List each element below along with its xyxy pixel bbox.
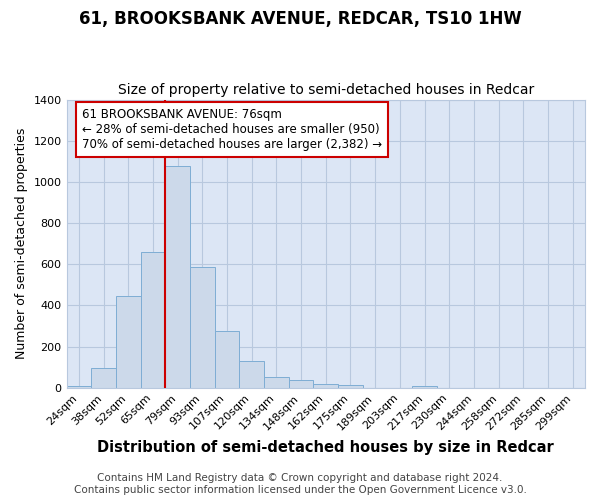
X-axis label: Distribution of semi-detached houses by size in Redcar: Distribution of semi-detached houses by … xyxy=(97,440,554,455)
Bar xyxy=(91,368,116,388)
Title: Size of property relative to semi-detached houses in Redcar: Size of property relative to semi-detach… xyxy=(118,83,534,97)
Bar xyxy=(313,384,338,388)
Text: 61, BROOKSBANK AVENUE, REDCAR, TS10 1HW: 61, BROOKSBANK AVENUE, REDCAR, TS10 1HW xyxy=(79,10,521,28)
Bar xyxy=(190,268,215,388)
Bar xyxy=(140,252,165,388)
Bar xyxy=(289,380,313,388)
Bar xyxy=(67,386,91,388)
Y-axis label: Number of semi-detached properties: Number of semi-detached properties xyxy=(15,128,28,360)
Bar xyxy=(215,331,239,388)
Bar xyxy=(239,361,264,388)
Bar xyxy=(338,384,363,388)
Bar xyxy=(165,166,190,388)
Text: 61 BROOKSBANK AVENUE: 76sqm
← 28% of semi-detached houses are smaller (950)
70% : 61 BROOKSBANK AVENUE: 76sqm ← 28% of sem… xyxy=(82,108,382,151)
Bar xyxy=(116,296,140,388)
Bar xyxy=(264,376,289,388)
Bar xyxy=(412,386,437,388)
Text: Contains HM Land Registry data © Crown copyright and database right 2024.
Contai: Contains HM Land Registry data © Crown c… xyxy=(74,474,526,495)
